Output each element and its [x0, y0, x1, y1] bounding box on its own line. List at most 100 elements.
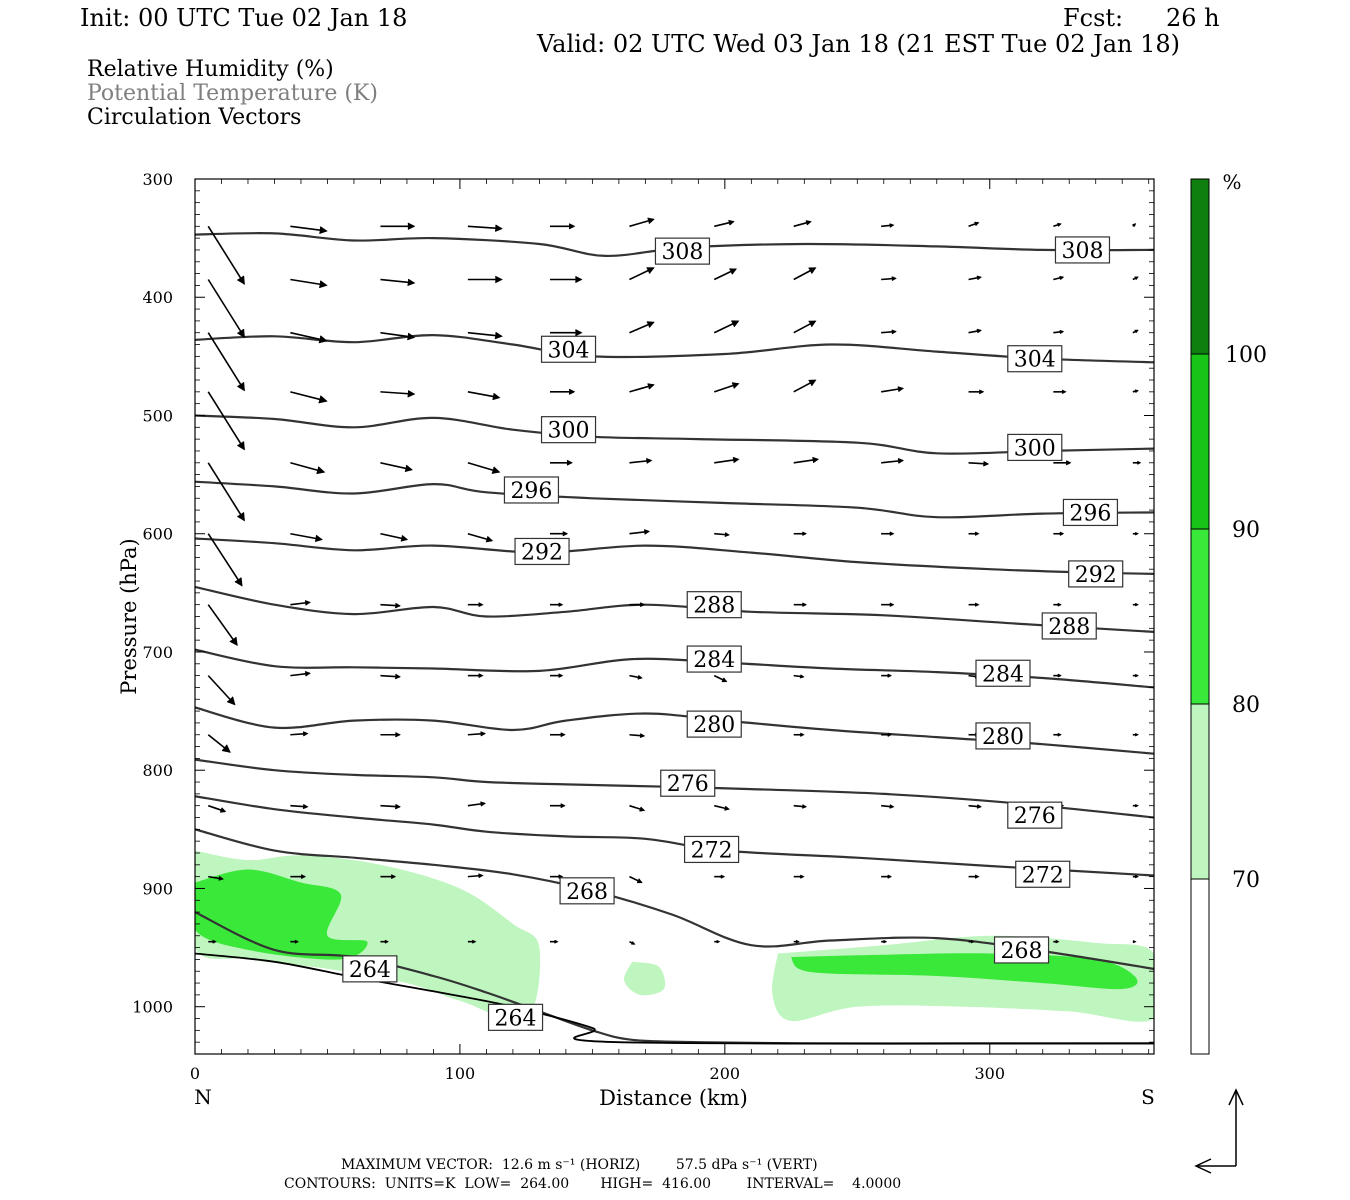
- contour-label-box: [975, 722, 1031, 750]
- circulation-vector-head: [566, 459, 573, 466]
- circulation-vector-head: [478, 602, 484, 608]
- circulation-vector-head: [1134, 803, 1139, 808]
- circulation-vector-head: [319, 226, 328, 234]
- contour-label-box: [487, 1003, 544, 1031]
- y-tick-label: 400: [142, 288, 173, 307]
- rh-region-80: [195, 869, 368, 960]
- circulation-vector-head: [1134, 874, 1139, 879]
- circulation-vector-head: [568, 388, 576, 395]
- theta-contour-268: [195, 828, 1154, 970]
- field-label-rh: Relative Humidity (%): [87, 57, 334, 82]
- contour-label-box: [514, 537, 570, 566]
- x-end-label-south: S: [1141, 1085, 1155, 1109]
- circulation-vector-head: [319, 280, 328, 289]
- circulation-vector-head: [407, 390, 416, 398]
- contour-label-box: [1068, 560, 1124, 588]
- footer-contours: CONTOURS: UNITS=K LOW= 264.00 HIGH= 416.…: [284, 1176, 902, 1192]
- circulation-vectors: [207, 217, 1142, 945]
- forecast-hours: 26 h: [1166, 4, 1220, 32]
- circulation-vector-head: [394, 803, 401, 810]
- circulation-vector-head: [229, 636, 238, 646]
- contour-label-box: [1007, 433, 1063, 462]
- contour-label-288: 288: [693, 594, 735, 619]
- contour-label-304: 304: [1014, 348, 1056, 373]
- contour-label-264: 264: [495, 1006, 537, 1031]
- contour-label-272: 272: [1022, 863, 1064, 888]
- reference-horizontal-arrow-head: [1194, 1158, 1212, 1174]
- circulation-vector-head: [799, 674, 805, 679]
- y-tick-label: 800: [142, 761, 173, 780]
- circulation-vector-head: [1134, 673, 1139, 678]
- init-time: Init: 00 UTC Tue 02 Jan 18: [80, 4, 408, 32]
- contour-label-272: 272: [691, 838, 733, 863]
- circulation-vector-head: [212, 939, 217, 944]
- circulation-vector-head: [1055, 939, 1060, 944]
- contour-label-box: [1015, 860, 1071, 888]
- contour-label-264: 264: [349, 958, 391, 983]
- circulation-vector-head: [575, 275, 583, 284]
- circulation-vector-head: [478, 673, 484, 679]
- circulation-vector-head: [318, 395, 328, 404]
- colorbar-label: 70: [1232, 868, 1260, 893]
- valid-time: Valid: 02 UTC Wed 03 Jan 18 (21 EST Tue …: [537, 30, 1181, 58]
- contour-label-box: [540, 335, 597, 363]
- circulation-vector-head: [974, 531, 980, 536]
- circulation-vector-head: [720, 874, 726, 879]
- circulation-vector-head: [395, 732, 401, 738]
- circulation-vector-head: [221, 744, 231, 753]
- circulation-vector-head: [891, 329, 897, 335]
- rh-region-70: [624, 961, 666, 996]
- field-label-theta: Potential Temperature (K): [87, 81, 378, 106]
- contour-label-268: 268: [566, 880, 608, 905]
- circulation-vector: [207, 279, 245, 338]
- circulation-vector-head: [889, 602, 895, 607]
- colorbar-segment: [1190, 178, 1210, 355]
- reference-vertical-arrow-head: [1228, 1088, 1244, 1106]
- circulation-vector-head: [802, 531, 808, 536]
- y-tick-label: 500: [142, 406, 173, 425]
- x-tick-label: 0: [190, 1064, 200, 1083]
- contour-label-box: [654, 237, 711, 265]
- colorbar-label: 90: [1232, 518, 1260, 543]
- circulation-vector-head: [472, 939, 477, 944]
- circulation-vector-head: [897, 386, 905, 392]
- contour-label-box: [1007, 345, 1063, 373]
- contour-label-280: 280: [693, 713, 735, 738]
- theta-contour-272: [195, 795, 1154, 877]
- circulation-vector-head: [732, 456, 740, 464]
- colorbar-segment: [1190, 703, 1210, 880]
- circulation-vector-head: [808, 320, 817, 328]
- theta-contour-292: [195, 537, 1154, 575]
- circulation-vector-head: [983, 460, 990, 467]
- circulation-vector-head: [494, 224, 503, 232]
- circulation-vector-head: [1059, 329, 1065, 334]
- circulation-vector-head: [1137, 460, 1142, 465]
- circulation-vector-head: [646, 321, 655, 328]
- circulation-vector-head: [802, 602, 808, 607]
- theta-contour-308: [195, 232, 1154, 258]
- circulation-vector-head: [889, 531, 895, 536]
- contour-label-288: 288: [1048, 615, 1090, 640]
- circulation-vector-head: [1134, 732, 1139, 737]
- circulation-vector-head: [976, 328, 982, 334]
- colorbar-label: 100: [1225, 343, 1267, 368]
- circulation-vector-head: [728, 219, 735, 226]
- colorbar-label: 80: [1232, 693, 1260, 718]
- circulation-vector-head: [1057, 602, 1062, 607]
- circulation-vector-head: [1134, 602, 1139, 607]
- circulation-vector-head: [974, 221, 980, 227]
- x-tick-label: 100: [445, 1064, 476, 1083]
- circulation-vector-head: [1132, 940, 1137, 944]
- theta-contour-280: [195, 706, 1154, 755]
- y-axis-label: Pressure (hPa): [117, 538, 141, 694]
- circulation-vector-head: [318, 335, 328, 344]
- circulation-vector-head: [400, 535, 409, 542]
- circulation-vector-head: [492, 392, 501, 401]
- contour-label-box: [1041, 612, 1097, 640]
- circulation-vector-head: [237, 441, 245, 451]
- circulation-vector-head: [639, 602, 646, 608]
- circulation-vector-head: [554, 939, 559, 944]
- circulation-vector-head: [970, 939, 975, 944]
- circulation-vector-head: [883, 939, 888, 944]
